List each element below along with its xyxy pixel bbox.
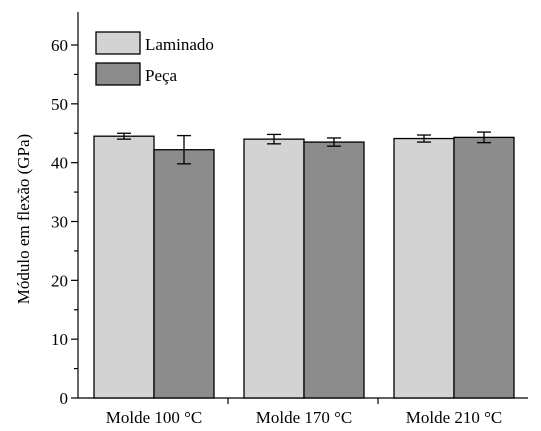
error-bar	[117, 132, 131, 140]
error-bars	[117, 131, 491, 165]
y-axis-label: Módulo em flexão (GPa)	[14, 134, 33, 304]
legend: Laminado Peça	[95, 31, 214, 86]
x-tick-label: Molde 100 °C	[106, 408, 203, 427]
bar-laminado	[243, 138, 305, 399]
error-bar	[327, 137, 341, 147]
x-tick-labels: Molde 100 °C Molde 170 °C Molde 210 °C	[106, 408, 503, 427]
bars	[93, 135, 515, 399]
error-bar	[477, 131, 491, 144]
y-tick-label: 40	[51, 154, 68, 173]
legend-swatch	[95, 31, 141, 55]
bar-laminado	[93, 135, 155, 399]
error-bar	[417, 134, 431, 143]
error-bar	[267, 133, 281, 145]
bar-peca	[303, 141, 365, 399]
y-tick-label: 30	[51, 213, 68, 232]
error-bar	[177, 134, 191, 165]
legend-label: Laminado	[145, 35, 214, 54]
y-tick-label: 20	[51, 271, 68, 290]
bar-laminado	[393, 137, 455, 399]
y-tick-label: 60	[51, 36, 68, 55]
x-tick-label: Molde 210 °C	[406, 408, 503, 427]
y-tick-label: 10	[51, 330, 68, 349]
y-tick-label: 0	[60, 389, 69, 408]
y-tick-label: 50	[51, 95, 68, 114]
legend-swatch	[95, 62, 141, 86]
x-tick-label: Molde 170 °C	[256, 408, 353, 427]
legend-label: Peça	[145, 66, 178, 85]
bar-peca	[453, 136, 515, 399]
bar-peca	[153, 149, 215, 399]
y-tick-labels: 0 10 20 30 40 50 60	[51, 36, 68, 408]
